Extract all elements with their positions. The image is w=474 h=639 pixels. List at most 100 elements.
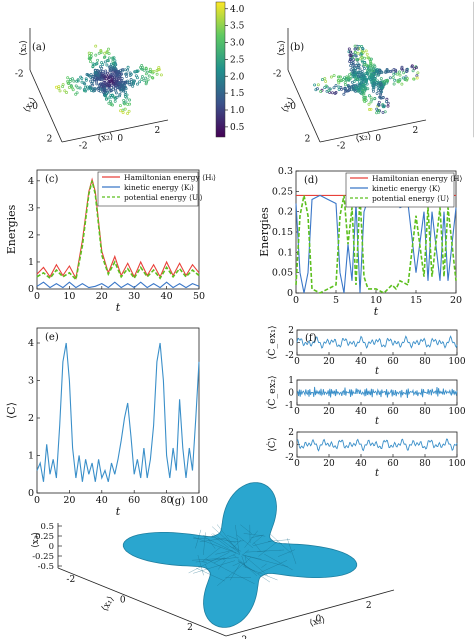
surface-mesh-line xyxy=(241,554,262,560)
x-tick-label: 40 xyxy=(355,357,367,367)
trajectory-point xyxy=(107,56,111,60)
y-tick-label: 0.15 xyxy=(272,227,293,238)
colorbar-tick-label: 3.5 xyxy=(230,22,245,32)
trajectory-point xyxy=(362,85,366,89)
trajectory-point xyxy=(121,108,125,112)
y-tick-label: 0.25 xyxy=(272,186,293,197)
trajectory-point xyxy=(354,76,358,80)
legend-entry: kinetic energy ⟨Kᵢ⟩ xyxy=(124,183,194,192)
trajectory-point xyxy=(125,96,129,100)
series-line xyxy=(36,281,200,289)
y-tick-label: 3 xyxy=(28,376,34,387)
x-tick-label: 60 xyxy=(387,459,399,469)
trajectory-point xyxy=(320,78,324,82)
trajectory-point xyxy=(337,85,341,89)
surface-mesh-line xyxy=(202,561,207,563)
trajectory-point xyxy=(118,92,122,96)
x-tick-label: 80 xyxy=(419,459,431,469)
x-tick-label: 40 xyxy=(161,291,173,302)
trajectory-point xyxy=(118,94,122,98)
series-line xyxy=(36,342,200,482)
surface-mesh-line xyxy=(253,542,261,552)
plot-frame xyxy=(36,169,200,290)
y-tick-label: 0.3 xyxy=(278,166,293,177)
surface-mesh-line xyxy=(188,552,230,574)
surface-mesh-line xyxy=(197,554,204,576)
trajectory-point xyxy=(357,74,361,78)
trajectory-point xyxy=(363,56,367,60)
trajectory-point xyxy=(332,86,336,90)
trajectory-point xyxy=(367,68,371,72)
y-tick-label: 0 xyxy=(28,488,34,499)
trajectory-point xyxy=(371,69,375,73)
trajectory-point xyxy=(103,90,107,94)
surface-mesh-line xyxy=(258,540,279,557)
trajectory-point xyxy=(116,77,120,81)
trajectory-point xyxy=(128,83,132,87)
panel-d: 0 5 10 15 20 0 0.05 0.1 0.15 0.2 0.25 0.3 t Energies (… xyxy=(258,166,463,318)
trajectory-point xyxy=(118,87,122,91)
trajectory-point xyxy=(111,74,115,78)
trajectory-point xyxy=(95,72,99,76)
trajectory-point xyxy=(351,84,355,88)
trajectory-point xyxy=(115,95,119,99)
trajectory-point xyxy=(127,109,131,113)
trajectory-point xyxy=(344,86,347,90)
trajectory-point xyxy=(103,60,107,64)
trajectory-point xyxy=(356,51,360,55)
trajectory-point xyxy=(151,76,155,80)
trajectory-point xyxy=(395,72,399,76)
trajectory-point xyxy=(350,80,354,84)
x-tick-label: 0 xyxy=(375,134,381,144)
trajectory-point xyxy=(375,69,379,73)
trajectory-point xyxy=(123,68,127,72)
y-tick-label: 1 xyxy=(28,451,34,462)
trajectory-point xyxy=(354,78,358,82)
trajectory-point xyxy=(145,80,148,84)
trajectory-point xyxy=(328,87,332,91)
x-tick-label: 0 xyxy=(294,407,300,417)
trajectory-point xyxy=(103,80,107,84)
trajectory-point xyxy=(68,79,72,83)
trajectory-point xyxy=(365,52,369,56)
y-tick-label: 0 xyxy=(288,339,294,349)
x-tick-label: 40 xyxy=(355,407,367,417)
x-tick-label: 20 xyxy=(323,407,335,417)
y-tick-label: -2 xyxy=(66,575,75,585)
trajectory-point xyxy=(104,97,108,101)
trajectory-point xyxy=(357,89,360,93)
trajectory-point xyxy=(87,74,91,78)
trajectory-point xyxy=(110,93,114,97)
trajectory-point xyxy=(351,87,355,91)
y-tick-label: 2 xyxy=(47,134,53,144)
trajectory-point xyxy=(111,103,114,107)
trajectory-point xyxy=(357,45,361,48)
y-tick-label: 1 xyxy=(28,257,34,268)
trajectory-point xyxy=(116,69,120,73)
trajectory-point xyxy=(367,94,371,98)
trajectory-point xyxy=(95,69,99,73)
trajectory-point xyxy=(369,57,373,61)
trajectory-point xyxy=(363,97,367,101)
trajectory-point xyxy=(334,84,338,88)
colorbar-tick-label: 4.0 xyxy=(230,5,245,15)
surface-mesh-line xyxy=(217,562,246,586)
surface-mesh-line xyxy=(211,534,229,548)
trajectory-point xyxy=(76,78,80,82)
y-tick-label: 0 xyxy=(288,441,294,451)
y-tick-label: 1 xyxy=(288,376,294,386)
x-tick-label: 100 xyxy=(448,407,465,417)
x2-axis-line xyxy=(61,119,169,143)
plot-frame xyxy=(36,327,200,494)
trajectory-point xyxy=(108,99,112,103)
trajectory-point xyxy=(107,81,111,85)
x-tick-label: 100 xyxy=(190,495,208,506)
y-tick-label: 0.1 xyxy=(278,247,293,258)
surface-mesh-line xyxy=(195,529,202,549)
y-tick-label: 4 xyxy=(28,176,34,187)
x-axis-label: t xyxy=(375,416,380,427)
surface-mesh-line xyxy=(245,549,285,553)
trajectory-point xyxy=(362,67,366,70)
x-tick-label: 0 xyxy=(316,615,322,625)
